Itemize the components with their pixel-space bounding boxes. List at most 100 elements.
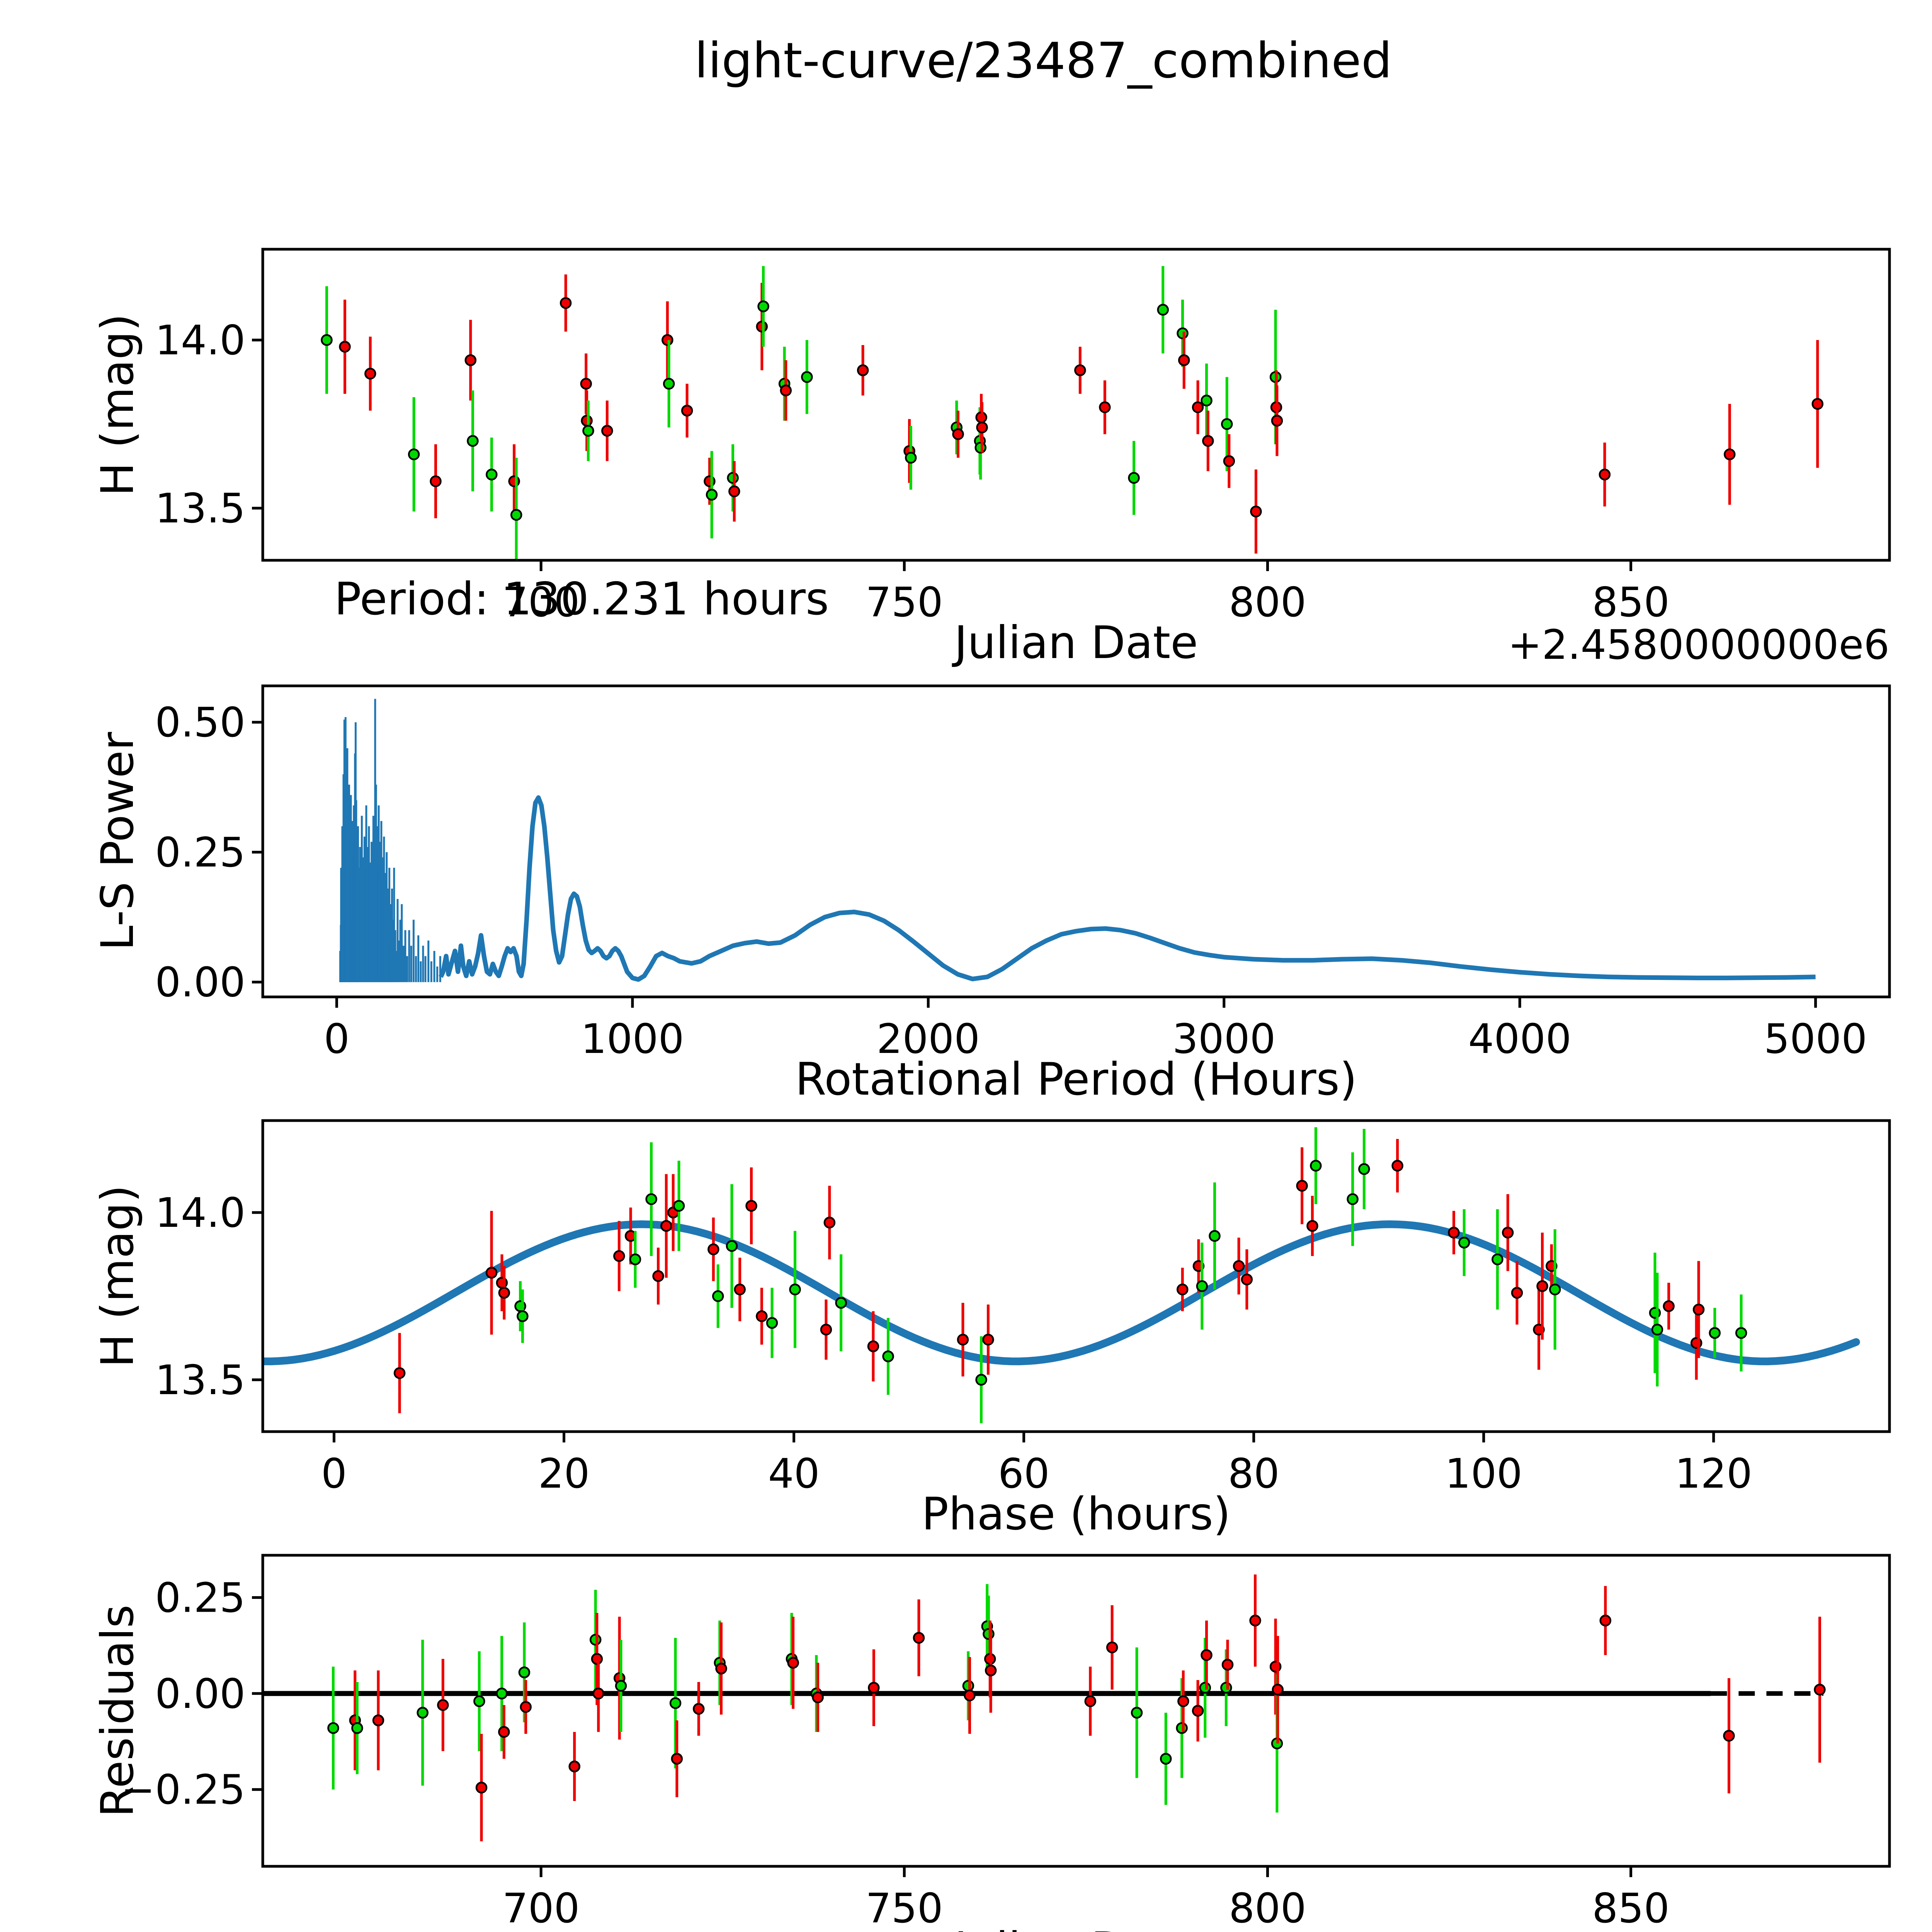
data-point bbox=[327, 1722, 339, 1734]
y-tick-label: 0.25 bbox=[155, 1574, 245, 1621]
data-point bbox=[734, 1283, 746, 1296]
data-point bbox=[757, 300, 769, 313]
data-point bbox=[975, 1374, 987, 1386]
panel2-ylabel: L-S Power bbox=[92, 732, 144, 951]
data-point bbox=[1084, 1695, 1096, 1707]
data-point bbox=[1221, 1658, 1234, 1671]
data-point bbox=[1199, 1682, 1211, 1694]
data-point bbox=[1131, 1707, 1143, 1719]
data-point bbox=[486, 468, 498, 481]
data-point bbox=[787, 1657, 799, 1669]
data-point bbox=[652, 1270, 664, 1282]
data-point bbox=[1201, 1649, 1213, 1661]
panel-data-residuals bbox=[263, 1574, 1826, 1842]
periodogram-curve bbox=[439, 795, 1816, 982]
x-tick-label: 850 bbox=[1592, 579, 1669, 626]
data-point bbox=[1192, 1705, 1204, 1717]
data-point bbox=[1157, 304, 1169, 316]
data-point bbox=[364, 367, 376, 380]
data-point bbox=[1296, 1180, 1308, 1192]
x-tick-label: 2000 bbox=[877, 1015, 980, 1063]
data-point bbox=[882, 1350, 894, 1362]
data-point bbox=[592, 1687, 604, 1700]
x-tick-label: 0 bbox=[324, 1015, 350, 1063]
data-point bbox=[510, 509, 522, 521]
data-point bbox=[473, 1695, 485, 1707]
data-point bbox=[823, 1216, 836, 1229]
y-tick-label: 0.00 bbox=[155, 1670, 245, 1718]
data-point bbox=[663, 378, 675, 390]
x-tick-label: 40 bbox=[768, 1450, 820, 1497]
period-annotation: Period: 130.231 hours bbox=[334, 573, 829, 625]
data-point bbox=[982, 1333, 994, 1346]
axes-frame bbox=[261, 684, 1891, 998]
panel4-xlabel: Julian Date bbox=[263, 1924, 1889, 1932]
x-tick-label: 750 bbox=[866, 1885, 943, 1932]
data-point bbox=[1709, 1327, 1721, 1339]
x-tick-label: 700 bbox=[502, 1885, 580, 1932]
data-point bbox=[985, 1664, 997, 1677]
data-point bbox=[1233, 1260, 1245, 1272]
data-point bbox=[1099, 401, 1111, 413]
data-point bbox=[1160, 1753, 1172, 1765]
data-point bbox=[756, 1310, 768, 1322]
y-tick-label: 13.5 bbox=[155, 1357, 245, 1404]
data-point bbox=[1448, 1226, 1460, 1239]
data-point bbox=[976, 421, 988, 434]
data-point bbox=[1272, 1684, 1284, 1696]
data-point bbox=[615, 1680, 627, 1692]
panel-periodogram: 0 1000 2000 3000 4000 5000 0.00 0.25 0.50 bbox=[155, 684, 1891, 1063]
axes-frame bbox=[261, 1554, 1891, 1868]
data-point bbox=[1536, 1280, 1548, 1292]
x-tick-label: 120 bbox=[1675, 1450, 1752, 1497]
data-point bbox=[1814, 1684, 1826, 1696]
data-point bbox=[393, 1367, 406, 1379]
y-tick-label: 0.00 bbox=[155, 959, 245, 1006]
data-point bbox=[1202, 435, 1214, 447]
axes-frame bbox=[261, 248, 1891, 562]
y-tick-label: 0.50 bbox=[155, 699, 245, 746]
data-point bbox=[1241, 1273, 1253, 1286]
panel-phased-light-curve: 0 20 40 60 80 100 120 13.5 14.0 bbox=[155, 1119, 1891, 1497]
x-tick-label: 60 bbox=[998, 1450, 1050, 1497]
data-point bbox=[662, 334, 673, 346]
x-tick-label: 0 bbox=[321, 1450, 347, 1497]
data-point bbox=[1201, 395, 1213, 406]
data-point bbox=[498, 1287, 510, 1299]
panel-residuals: 700 750 800 850 −0.25 0.00 0.25 bbox=[121, 1554, 1891, 1932]
data-point bbox=[1811, 398, 1824, 410]
y-tick-label: 14.0 bbox=[155, 1189, 245, 1236]
data-point bbox=[372, 1714, 384, 1726]
data-point bbox=[706, 489, 718, 501]
data-point bbox=[669, 1697, 682, 1709]
data-point bbox=[1074, 364, 1086, 376]
data-point bbox=[766, 1317, 778, 1329]
data-point bbox=[437, 1699, 449, 1711]
data-point bbox=[518, 1666, 531, 1679]
panel-data-periodogram bbox=[339, 699, 1816, 982]
x-tick-label: 750 bbox=[866, 579, 943, 626]
data-point bbox=[964, 1689, 976, 1701]
data-point bbox=[1177, 1695, 1189, 1707]
data-point bbox=[745, 1200, 757, 1212]
data-point bbox=[581, 415, 593, 427]
panel3-ylabel: H (mag) bbox=[92, 1185, 144, 1367]
data-point bbox=[715, 1662, 727, 1675]
data-point bbox=[905, 452, 917, 464]
figure-title: light-curve/23487_combined bbox=[694, 32, 1392, 89]
data-point bbox=[1209, 1230, 1221, 1242]
panel4-axis-offset: +2.4580000000e6 bbox=[263, 1929, 1889, 1932]
data-point bbox=[1735, 1327, 1747, 1339]
data-point bbox=[673, 1200, 685, 1212]
data-point bbox=[321, 334, 333, 346]
data-point bbox=[867, 1340, 879, 1352]
x-tick-label: 700 bbox=[502, 579, 580, 626]
data-point bbox=[727, 472, 739, 484]
x-tick-label: 20 bbox=[538, 1450, 590, 1497]
data-point bbox=[671, 1753, 683, 1765]
data-point bbox=[1177, 327, 1189, 339]
data-point bbox=[1723, 1730, 1735, 1742]
data-point bbox=[726, 1240, 738, 1252]
y-tick-label: −0.25 bbox=[121, 1766, 245, 1813]
